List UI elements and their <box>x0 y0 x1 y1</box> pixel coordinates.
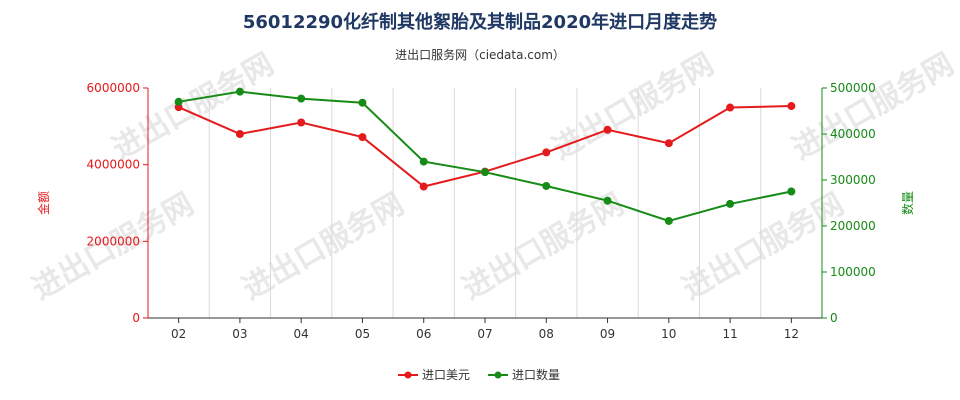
data-point-quantity <box>297 94 306 103</box>
data-point-amount <box>664 139 673 148</box>
data-point-quantity <box>419 157 428 166</box>
left-tick-label: 0 <box>132 311 140 325</box>
data-point-amount <box>542 148 551 157</box>
data-point-quantity <box>664 216 673 225</box>
left-tick-label: 6000000 <box>87 81 140 95</box>
x-tick-label: 04 <box>294 327 309 341</box>
data-point-amount <box>235 130 244 138</box>
chart-title: 56012290化纤制其他絮胎及其制品2020年进口月度走势 <box>242 12 718 33</box>
data-point-amount <box>787 102 796 111</box>
right-tick-label: 500000 <box>830 81 876 95</box>
data-point-amount <box>603 125 612 134</box>
x-tick-label: 11 <box>722 327 737 341</box>
series-layer <box>174 87 796 225</box>
right-axis-title: 数量 <box>900 191 915 215</box>
legend-label-amount: 进口美元 <box>422 368 470 382</box>
right-tick-label: 400000 <box>830 127 876 141</box>
watermark-text: 进出口服务网 <box>107 47 280 167</box>
legend-marker-amount <box>404 371 412 379</box>
data-point-quantity <box>358 98 367 107</box>
x-tick-label: 12 <box>784 327 799 341</box>
x-tick-label: 05 <box>355 327 370 341</box>
data-point-amount <box>358 133 367 142</box>
legend-label-quantity: 进口数量 <box>512 367 560 382</box>
axes: 0 2000000 4000000 6000000 金额 0 100000 200000 300… <box>36 81 915 341</box>
right-tick-label: 200000 <box>830 219 876 233</box>
data-point-quantity <box>603 196 612 205</box>
data-point-quantity <box>542 181 551 190</box>
x-tick-label: 10 <box>661 327 676 341</box>
watermark-text: 进出口服务网 <box>547 47 720 167</box>
left-tick-label: 4000000 <box>87 158 140 172</box>
left-tick-label: 2000000 <box>87 234 140 248</box>
watermark-text: 进出口服务网 <box>237 187 410 307</box>
data-point-quantity <box>481 168 489 177</box>
x-tick-label: 09 <box>600 327 615 341</box>
legend: 进口美元 进口数量 <box>398 367 560 382</box>
watermark-text: 进出口服务网 <box>677 187 850 307</box>
x-tick-label: 03 <box>232 327 247 341</box>
legend-marker-quantity <box>494 371 502 379</box>
data-point-quantity <box>235 87 244 96</box>
left-axis-title: 金额 <box>36 191 51 215</box>
x-tick-label: 06 <box>416 327 431 341</box>
right-tick-label: 100000 <box>830 265 876 279</box>
data-point-amount <box>419 182 428 191</box>
watermark-text: 进出口服务网 <box>787 47 960 167</box>
data-point-amount <box>297 118 306 127</box>
data-point-quantity <box>174 97 183 106</box>
data-point-amount <box>726 103 735 112</box>
chart-subtitle: 进出口服务网（ciedata.com） <box>395 48 565 62</box>
right-tick-label: 300000 <box>830 173 876 187</box>
x-tick-label: 08 <box>539 327 554 341</box>
data-point-quantity <box>726 199 735 208</box>
x-tick-label: 07 <box>477 327 492 341</box>
right-tick-label: 0 <box>830 311 838 325</box>
watermark-text: 进出口服务网 <box>457 187 630 307</box>
data-point-quantity <box>787 187 796 196</box>
x-tick-label: 02 <box>171 327 186 341</box>
